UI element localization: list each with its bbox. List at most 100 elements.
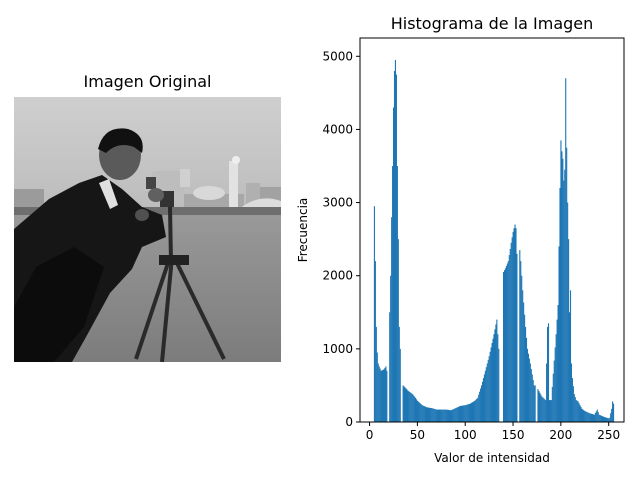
histogram-bar [436,409,438,422]
histogram-bar [520,261,522,422]
hand [148,188,164,202]
histogram-bar [416,400,419,422]
histogram-bar [412,394,414,422]
histogram-bar [519,250,521,422]
histogram-bar [586,411,588,422]
histogram-bar [601,416,603,422]
histogram-bar [498,348,500,422]
histogram-bar [450,410,452,422]
histogram-bar [611,408,613,422]
histogram-bar [523,302,525,422]
histogram-bar [567,202,569,422]
histogram-bar [382,369,384,422]
histogram-bar [581,408,583,422]
histogram-bar [462,405,464,422]
histogram-bar [608,418,610,422]
histogram-bar [596,409,598,422]
histogram-bar [480,388,482,422]
histogram-bar [587,412,589,422]
histogram-bar [446,409,448,422]
histogram-bar [524,314,526,422]
histogram-bar [463,405,465,422]
histogram-bar [418,402,420,422]
coat-shadow [14,247,104,362]
histogram-bar [582,409,584,422]
histogram-bar [526,348,529,422]
histogram-bar [402,385,404,422]
y-tick-label: 5000 [322,49,353,63]
histogram-bar [389,312,391,422]
histogram-bar [417,401,419,422]
histogram-bar [472,401,474,422]
histogram-bar [547,326,549,422]
histogram-bar [440,409,442,422]
x-tick-label: 150 [502,428,525,442]
histogram-bar [602,416,604,422]
histogram-bar [457,407,459,422]
histogram-bar [465,404,467,422]
histogram-bar [566,147,568,422]
histogram-bar [407,390,409,422]
histogram-bar [458,406,460,422]
histogram-bar [431,408,433,422]
histogram-bar [510,242,512,422]
histogram-bar [479,391,481,422]
cameraman-photo [14,97,281,362]
histogram-bar [606,417,608,422]
histogram-bar [381,370,383,422]
histogram-bar [405,388,407,422]
histogram-bar [506,263,508,422]
histogram-bar [404,387,406,422]
y-tick-label: 0 [345,415,353,429]
histogram-bar [565,78,567,422]
histogram-bar [422,405,424,422]
histogram-bar [494,329,496,422]
histogram-bar [406,389,408,422]
histogram-bar [481,385,483,422]
y-axis-label: Frecuencia [296,198,310,263]
hair [98,128,143,153]
histogram-bar [603,416,605,422]
histogram-bar [516,253,518,422]
histogram-bar [375,326,377,422]
image-title: Imagen Original [83,72,212,91]
histogram-bar [588,412,590,422]
histogram-bar [374,261,376,422]
histogram-bar [398,326,400,422]
y-tick-label: 3000 [322,196,353,210]
histogram-bar [386,370,388,422]
histogram-bar [415,399,418,422]
chart-title: Histograma de la Imagen [391,14,594,33]
histogram-bar [397,239,399,422]
histogram-bar [558,246,560,422]
histogram-bar [490,347,492,422]
histogram-bar [528,358,530,422]
histogram-bar [544,399,546,422]
histogram-bar [453,408,455,422]
histogram-bar [560,140,562,422]
histogram-bar [599,415,601,422]
histogram-bar [597,412,599,422]
x-tick-label: 200 [549,428,572,442]
histogram-bar [609,417,611,422]
histogram-bar [378,366,380,422]
histogram-bar [443,409,445,422]
histogram-bar [591,413,593,422]
histogram-bar [474,400,476,422]
histogram-bar [445,409,447,422]
histogram-bar [469,403,471,422]
histogram-bar [598,414,600,422]
histogram-bar [569,290,572,422]
histogram-bar [399,348,401,422]
histogram-bar [600,415,602,422]
histogram-bar [495,324,497,422]
histogram-bar [461,405,463,422]
histogram-bar [459,405,462,422]
histogram-bar [546,363,548,422]
histogram-bar [444,409,446,422]
histogram-bar [542,397,544,422]
histogram-bar [514,224,516,422]
histogram-bar [543,398,545,422]
histogram-bar [483,374,485,422]
